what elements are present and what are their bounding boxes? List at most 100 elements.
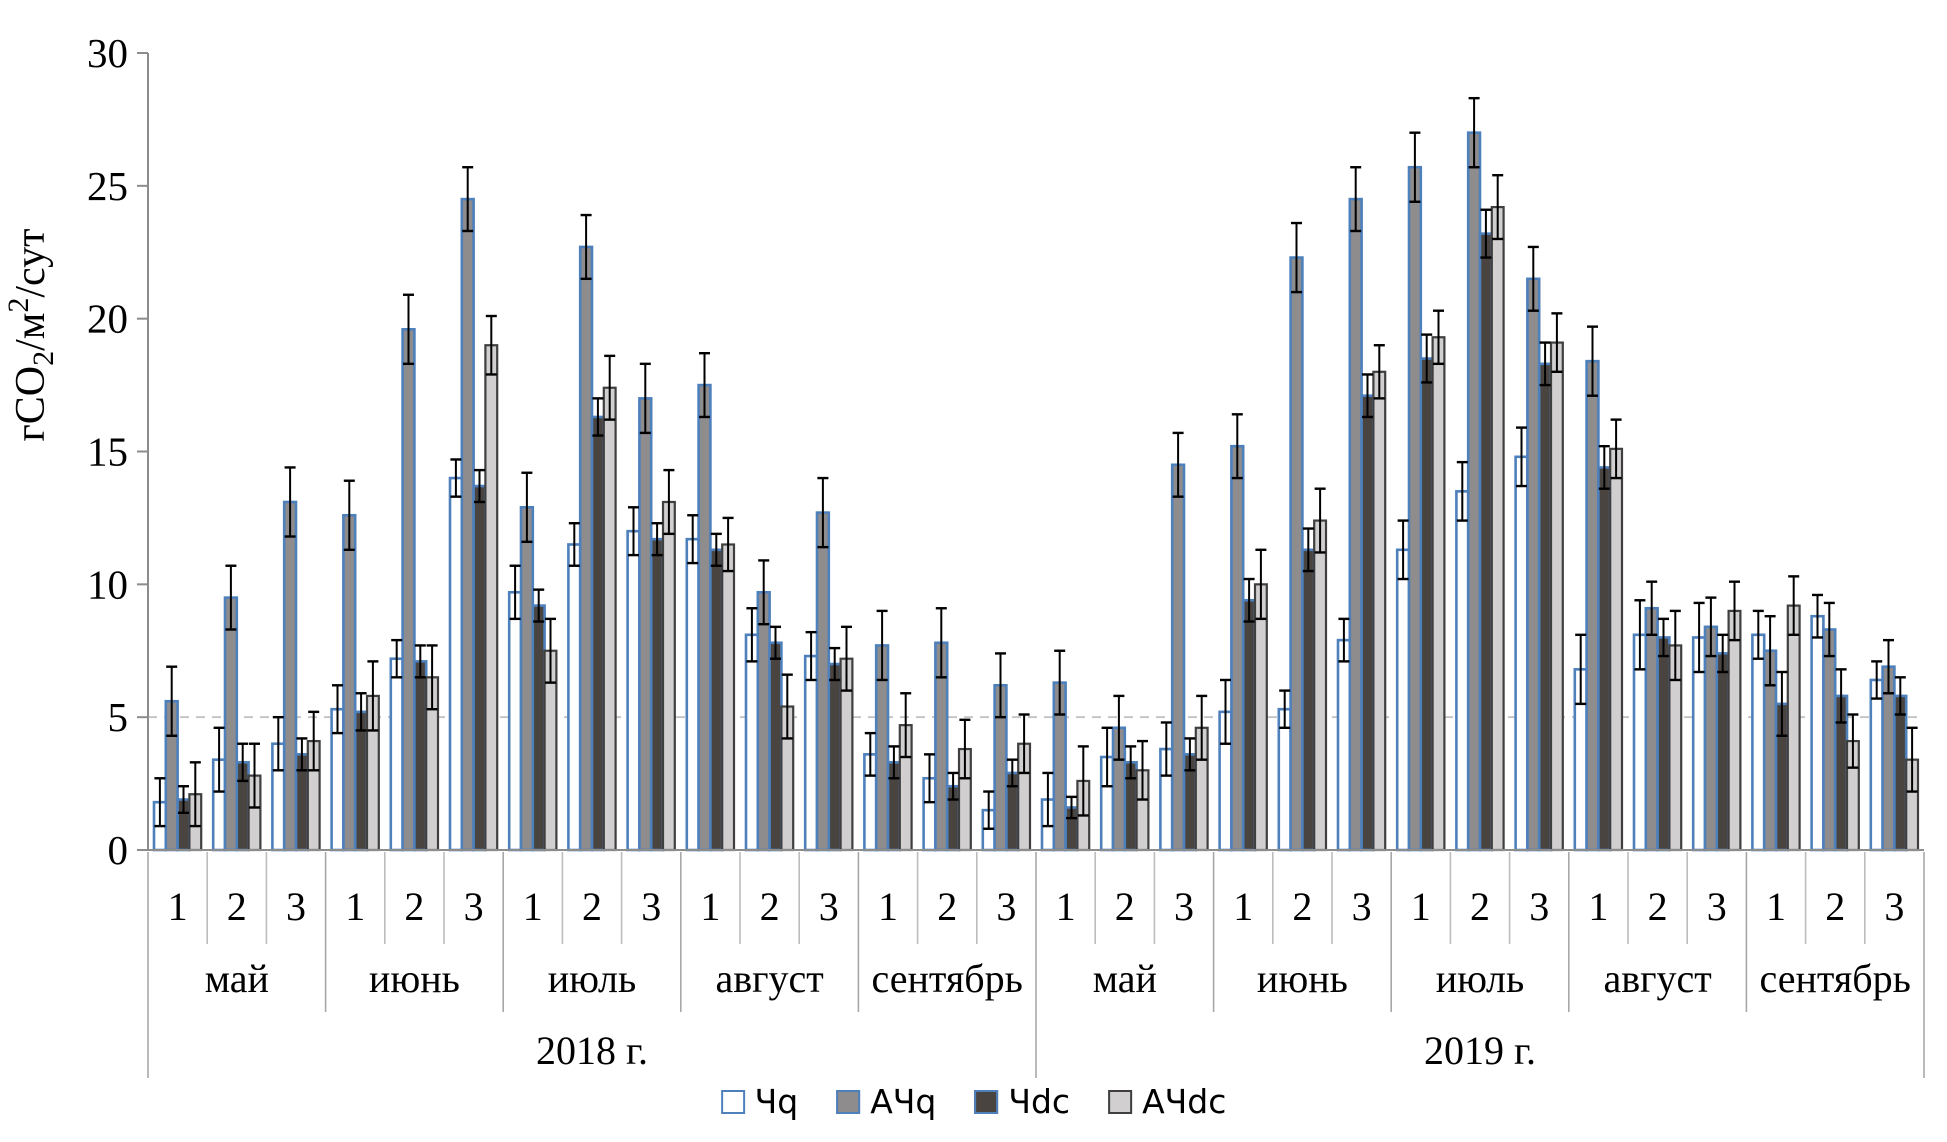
- month-label-1-4: сентябрь: [1760, 956, 1911, 1001]
- error-bar-achq: [817, 476, 829, 549]
- decade-label: 3: [641, 884, 661, 929]
- bar-achdc: [484, 344, 499, 852]
- error-bar-achq: [403, 293, 414, 366]
- bar-chdc: [531, 604, 546, 852]
- error-bar-achq: [1587, 325, 1598, 397]
- error-bar-chq: [1220, 678, 1231, 745]
- bar-achq: [578, 245, 594, 852]
- error-bar-achdc: [1137, 739, 1148, 801]
- bar-chq: [389, 657, 404, 852]
- error-bar-achdc: [1788, 575, 1800, 637]
- error-bar-chq: [924, 753, 935, 804]
- error-bar-chq: [687, 514, 699, 565]
- bar-chq: [1751, 633, 1766, 852]
- decade-label: 2: [1825, 884, 1845, 929]
- error-bar-chq: [1693, 601, 1705, 674]
- error-bar-chdc: [355, 692, 367, 732]
- error-bar-achq: [1883, 638, 1894, 695]
- error-bar-chdc: [947, 771, 959, 801]
- bar-chq: [1455, 490, 1470, 852]
- bar-chq: [685, 537, 700, 852]
- bar-achq: [460, 197, 475, 852]
- bar-chdc: [1537, 362, 1553, 852]
- error-bar-achq: [1113, 694, 1125, 761]
- month-label-1-0: май: [1093, 956, 1157, 1001]
- decade-label: 1: [1411, 884, 1431, 929]
- error-bar-chq: [509, 564, 521, 621]
- bar-achdc: [1313, 519, 1328, 852]
- error-bar-achdc: [1729, 580, 1740, 642]
- legend-swatch-chdc: [974, 1089, 999, 1114]
- bar-chdc: [1597, 466, 1612, 852]
- year-label-0: 2018 г.: [536, 1028, 648, 1073]
- decade-label: 2: [1292, 884, 1312, 929]
- bar-achdc: [1253, 583, 1268, 852]
- bar-achdc: [1786, 604, 1801, 852]
- error-bar-achq: [1646, 580, 1658, 637]
- error-bar-achdc: [1018, 713, 1030, 775]
- error-bar-achdc: [841, 625, 852, 692]
- legend-label-achq: АЧq: [870, 1082, 937, 1121]
- chart-legend: Чq АЧq Чdc АЧdc: [720, 1082, 1227, 1121]
- bar-achq: [1644, 606, 1659, 852]
- bar-chdc: [768, 641, 783, 852]
- bar-chq: [1810, 614, 1825, 852]
- error-bar-achq: [580, 213, 592, 281]
- error-bar-chdc: [1243, 577, 1255, 623]
- error-bar-achq: [876, 609, 888, 682]
- bar-chdc: [1241, 598, 1257, 852]
- bar-achq: [401, 327, 416, 852]
- bar-achq: [1289, 256, 1304, 852]
- legend-swatch-achq: [836, 1089, 861, 1114]
- error-bar-achq: [1823, 601, 1835, 658]
- month-label-0-0: май: [205, 956, 269, 1001]
- error-bar-achdc: [1255, 548, 1267, 621]
- decade-label: 3: [1174, 884, 1194, 929]
- year-label-1: 2019 г.: [1424, 1028, 1536, 1073]
- bar-chdc: [1360, 394, 1375, 852]
- error-bar-achq: [1172, 431, 1184, 498]
- bar-chq: [744, 633, 760, 852]
- y-axis-tick-label: 20: [87, 296, 128, 342]
- error-bar-achq: [284, 466, 296, 538]
- error-bar-chdc: [1658, 617, 1669, 658]
- error-bar-chq: [1456, 460, 1468, 522]
- legend-label-chdc: Чdc: [1008, 1082, 1071, 1121]
- error-bar-achdc: [308, 710, 320, 772]
- bar-achq: [1407, 165, 1423, 852]
- bar-chdc: [827, 662, 842, 852]
- bar-chq: [1277, 707, 1292, 852]
- error-bar-chq: [1042, 771, 1054, 828]
- decade-label: 1: [878, 884, 898, 929]
- error-bar-chq: [332, 684, 343, 735]
- decade-label: 1: [168, 884, 188, 929]
- y-axis-tick-label: 10: [87, 561, 128, 607]
- decade-label: 2: [937, 884, 957, 929]
- error-bar-achdc: [1669, 609, 1681, 682]
- bar-chq: [1869, 678, 1884, 852]
- decade-label: 2: [1470, 884, 1490, 929]
- bar-achq: [1230, 444, 1245, 852]
- month-label-1-3: август: [1603, 956, 1711, 1001]
- error-bar-chdc: [1598, 444, 1610, 490]
- bar-achq: [815, 511, 831, 852]
- bar-achq: [638, 397, 653, 852]
- legend-label-chq: Чq: [754, 1082, 799, 1121]
- error-bar-achq: [343, 479, 355, 551]
- error-bar-chq: [805, 630, 817, 682]
- bar-achdc: [1549, 341, 1564, 852]
- error-bar-achdc: [189, 761, 201, 828]
- bar-chq: [567, 543, 582, 852]
- bar-achdc: [1372, 370, 1387, 852]
- decade-label: 3: [1707, 884, 1727, 929]
- error-bar-chq: [746, 607, 758, 663]
- error-bar-achq: [1705, 596, 1717, 658]
- error-bar-chdc: [1066, 795, 1077, 820]
- y-axis-tick-label: 15: [87, 429, 128, 475]
- decade-label: 2: [227, 884, 247, 929]
- error-bar-achdc: [367, 660, 379, 732]
- y-axis-tick-label: 25: [87, 163, 128, 209]
- legend-item-chdc: Чdc: [974, 1082, 1070, 1121]
- legend-label-achdc: АЧdc: [1142, 1082, 1227, 1121]
